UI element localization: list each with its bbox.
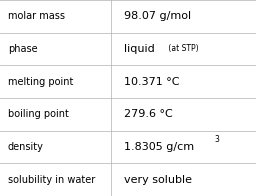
Text: 3: 3 [215,135,219,144]
Text: boiling point: boiling point [8,109,69,119]
Text: molar mass: molar mass [8,11,65,21]
Text: 10.371 °C: 10.371 °C [124,77,180,87]
Text: very soluble: very soluble [124,175,192,185]
Text: 279.6 °C: 279.6 °C [124,109,173,119]
Text: liquid: liquid [124,44,155,54]
Text: density: density [8,142,44,152]
Text: melting point: melting point [8,77,73,87]
Text: phase: phase [8,44,37,54]
Text: solubility in water: solubility in water [8,175,95,185]
Text: 1.8305 g/cm: 1.8305 g/cm [124,142,194,152]
Text: (at STP): (at STP) [166,44,198,54]
Text: 98.07 g/mol: 98.07 g/mol [124,11,191,21]
